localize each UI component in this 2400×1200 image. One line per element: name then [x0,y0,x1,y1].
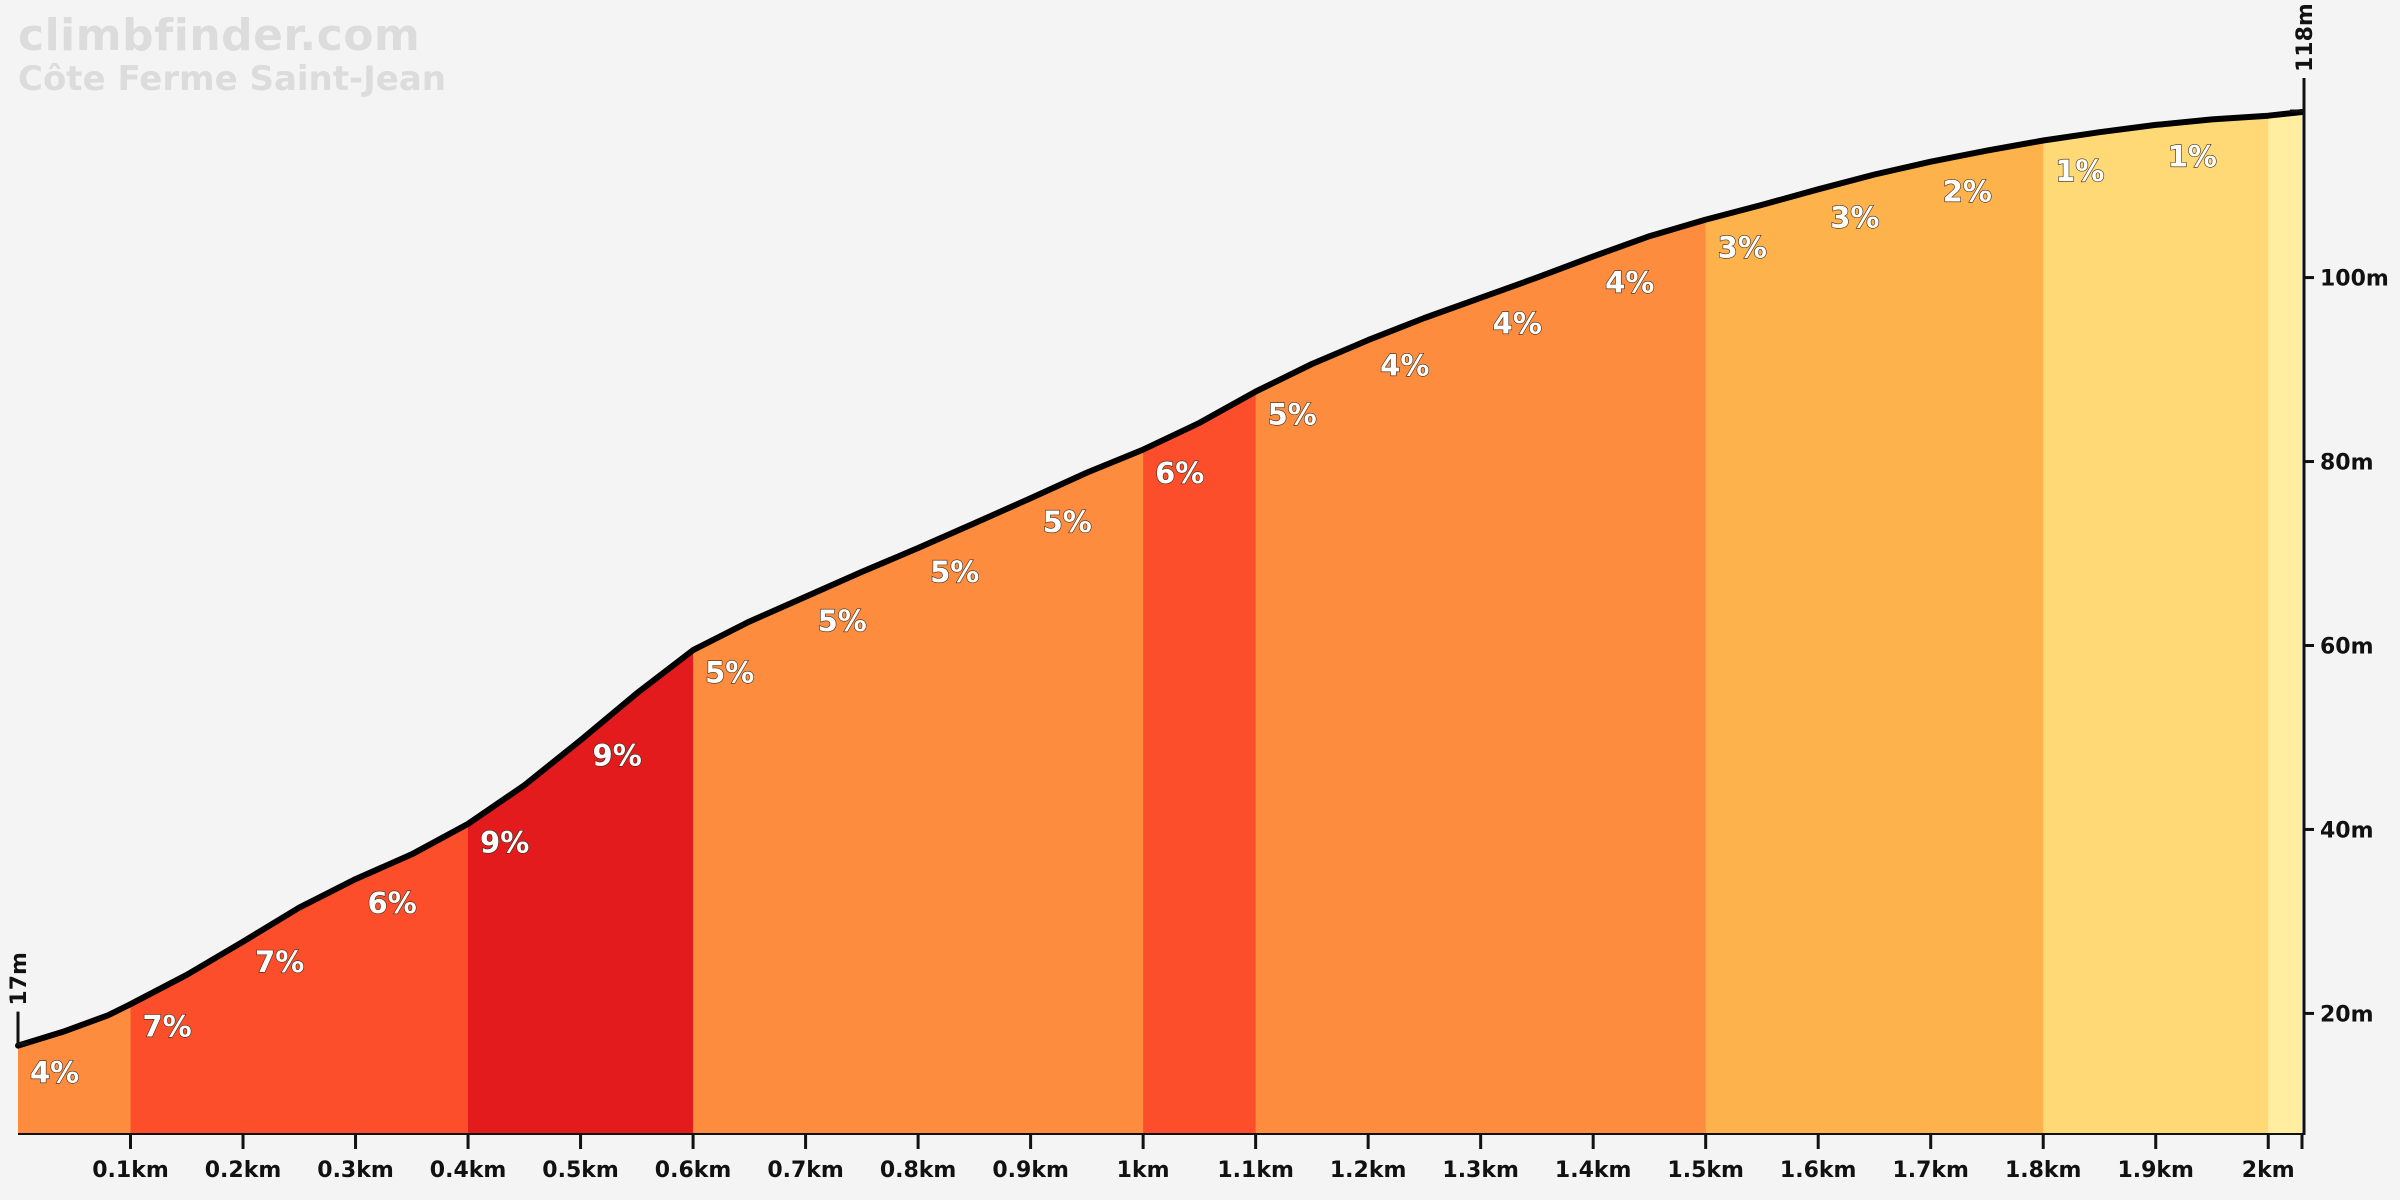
grade-label: 5% [1268,398,1317,432]
y-tick-label: 80m [2320,451,2374,476]
grade-label: 4% [30,1056,79,1090]
grade-label: 7% [143,1009,192,1043]
grade-label: 3% [1830,200,1879,234]
x-tick-label: 0.7km [767,1158,844,1183]
x-tick-label: 1.5km [1667,1158,1744,1183]
x-tick-label: 1.4km [1555,1158,1632,1183]
x-tick-label: 0.4km [430,1158,507,1183]
grade-label: 5% [930,555,979,589]
grade-segment [468,112,694,1133]
grade-label: 5% [705,656,754,690]
grade-label: 6% [368,886,417,920]
grade-label: 9% [593,738,642,772]
grade-label: 5% [1043,505,1092,539]
grade-segment [1705,112,2044,1133]
x-tick-label: 0.9km [992,1158,1069,1183]
x-tick-label: 0.5km [542,1158,619,1183]
grade-label: 9% [480,825,529,859]
grade-label: 2% [1943,174,1992,208]
y-tick-label: 60m [2320,634,2374,659]
x-tick-label: 0.6km [655,1158,732,1183]
x-tick-label: 0.8km [880,1158,957,1183]
grade-segment [1255,112,1707,1133]
gradient-segments [18,112,2302,1133]
y-tick-label: 40m [2320,818,2374,843]
x-tick-label: 0.2km [205,1158,282,1183]
x-tick-label: 0.1km [92,1158,169,1183]
x-tick-label: 2km [2242,1158,2295,1183]
grade-label: 4% [1493,307,1542,341]
end-elevation-label: 118m [2293,3,2318,72]
grade-segment [2268,112,2302,1133]
x-tick-label: 1.2km [1330,1158,1407,1183]
elevation-profile-line [15,109,2305,1049]
grade-labels: 4% 7% 7% 6% 9% 9% 5% 5% 5% 5% 6% 5% 4% 4% 4% 3% 3% 2% 1% 1% [29,139,2217,1090]
x-axis: 0.1km 0.2km 0.3km 0.4km 0.5km 0.6km 0.7km 0.8km… [18,1133,2304,1183]
y-axis: 20m 40m 60m 80m 100m [2302,110,2389,1135]
grade-label: 1% [2168,140,2217,174]
y-tick-label: 100m [2320,267,2389,292]
x-tick-label: 1.1km [1217,1158,1294,1183]
grade-segment [2043,112,2269,1133]
grade-label: 5% [818,604,867,638]
grade-label: 7% [255,945,304,979]
start-elevation-label: 17m [7,952,32,1006]
grade-label: 4% [1605,265,1654,299]
x-tick-label: 1.9km [2117,1158,2194,1183]
x-tick-label: 1km [1117,1158,1170,1183]
grade-label: 4% [1380,348,1429,382]
x-tick-label: 1.8km [2005,1158,2082,1183]
x-tick-label: 0.3km [317,1158,394,1183]
elevation-markers: 17m 118m [7,3,2318,1046]
grade-label: 1% [2055,154,2104,188]
grade-segment [693,112,1144,1133]
grade-segment [18,112,132,1133]
grade-segment [1143,112,1257,1133]
grade-label: 3% [1718,231,1767,265]
x-tick-label: 1.7km [1892,1158,1969,1183]
x-tick-label: 1.3km [1442,1158,1519,1183]
y-tick-label: 20m [2320,1002,2374,1027]
grade-label: 6% [1155,456,1204,490]
x-tick-label: 1.6km [1780,1158,1857,1183]
